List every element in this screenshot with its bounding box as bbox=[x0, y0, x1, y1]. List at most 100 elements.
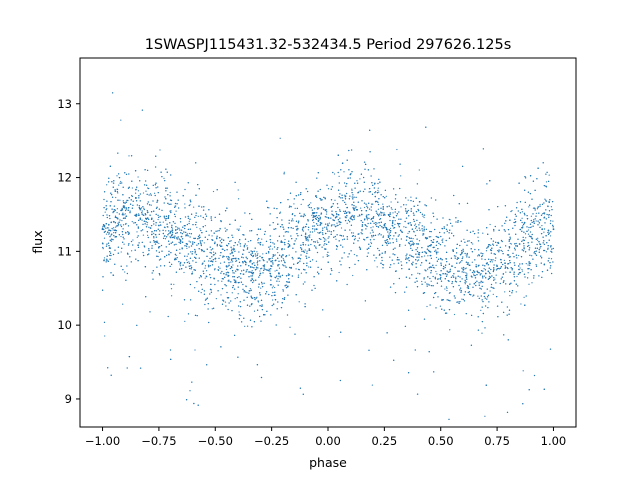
data-point bbox=[105, 233, 108, 235]
data-point bbox=[421, 225, 423, 227]
data-point bbox=[187, 313, 190, 315]
data-point bbox=[214, 268, 216, 270]
data-point bbox=[262, 272, 264, 274]
data-point bbox=[121, 231, 124, 233]
data-point bbox=[352, 234, 355, 237]
data-point bbox=[478, 284, 480, 286]
data-point bbox=[165, 168, 167, 170]
data-point bbox=[215, 260, 217, 263]
data-point bbox=[106, 207, 108, 210]
data-point bbox=[405, 197, 407, 199]
data-point bbox=[281, 274, 284, 277]
data-point bbox=[521, 240, 523, 243]
data-point bbox=[278, 263, 280, 266]
data-point bbox=[335, 238, 337, 240]
data-point bbox=[394, 254, 396, 256]
data-point bbox=[166, 217, 168, 220]
data-point bbox=[344, 229, 346, 231]
data-point bbox=[352, 207, 354, 209]
data-point bbox=[178, 238, 180, 240]
data-point bbox=[466, 240, 469, 242]
data-point bbox=[336, 225, 338, 227]
data-point bbox=[345, 195, 347, 197]
data-point bbox=[540, 232, 543, 235]
data-point bbox=[538, 243, 541, 245]
data-point bbox=[400, 261, 402, 263]
data-point bbox=[219, 240, 222, 242]
data-point bbox=[290, 206, 292, 208]
data-point bbox=[319, 224, 321, 226]
data-point bbox=[477, 240, 480, 242]
data-point bbox=[225, 230, 227, 232]
data-point bbox=[302, 393, 304, 395]
data-point bbox=[505, 283, 507, 285]
data-point bbox=[228, 262, 230, 264]
data-point bbox=[415, 210, 418, 213]
data-point bbox=[295, 294, 297, 296]
data-point bbox=[203, 272, 205, 275]
data-point bbox=[486, 296, 489, 298]
data-point bbox=[536, 247, 539, 249]
data-point bbox=[456, 301, 458, 303]
data-point bbox=[392, 241, 394, 244]
data-point bbox=[494, 278, 496, 280]
data-point bbox=[307, 220, 309, 222]
data-point bbox=[430, 284, 433, 287]
data-point bbox=[415, 248, 417, 251]
data-point bbox=[395, 238, 398, 240]
data-point bbox=[333, 173, 336, 175]
data-point bbox=[331, 186, 333, 188]
data-point bbox=[430, 245, 432, 247]
data-point bbox=[423, 318, 426, 320]
data-point bbox=[155, 222, 157, 224]
data-point bbox=[490, 283, 493, 286]
data-point bbox=[281, 219, 283, 221]
data-point bbox=[482, 232, 484, 234]
data-point bbox=[291, 237, 293, 240]
data-point bbox=[325, 239, 327, 241]
data-point bbox=[193, 237, 195, 240]
data-point bbox=[272, 291, 274, 294]
data-point bbox=[381, 226, 383, 228]
data-point bbox=[514, 224, 516, 227]
data-point bbox=[307, 238, 309, 241]
data-point bbox=[288, 240, 290, 242]
data-point bbox=[164, 196, 166, 198]
data-point bbox=[116, 175, 118, 177]
data-point bbox=[321, 199, 323, 201]
data-point bbox=[109, 235, 111, 238]
data-point bbox=[510, 243, 513, 245]
data-point bbox=[393, 263, 395, 265]
data-point bbox=[466, 273, 468, 275]
data-point bbox=[243, 260, 246, 262]
data-point bbox=[143, 246, 146, 248]
data-point bbox=[351, 171, 353, 173]
data-point bbox=[364, 168, 366, 170]
data-point bbox=[149, 311, 151, 313]
data-point bbox=[468, 291, 471, 293]
data-point bbox=[441, 259, 443, 261]
data-point bbox=[189, 283, 192, 286]
data-point bbox=[128, 173, 130, 175]
data-point bbox=[459, 261, 462, 263]
data-point bbox=[538, 275, 540, 277]
data-point bbox=[390, 201, 392, 203]
data-point bbox=[525, 262, 527, 265]
data-point bbox=[518, 268, 520, 271]
data-point bbox=[412, 261, 414, 263]
data-point bbox=[211, 235, 213, 237]
data-point bbox=[359, 247, 361, 249]
data-point bbox=[231, 261, 234, 263]
data-point bbox=[400, 218, 402, 220]
data-point bbox=[339, 223, 341, 226]
data-point bbox=[345, 192, 348, 195]
data-point bbox=[466, 256, 468, 258]
data-point bbox=[317, 208, 319, 211]
data-point bbox=[176, 238, 178, 240]
data-point bbox=[294, 240, 296, 242]
data-point bbox=[529, 226, 532, 229]
data-point bbox=[237, 189, 239, 191]
data-point bbox=[224, 210, 227, 212]
data-point bbox=[541, 276, 543, 279]
data-point bbox=[124, 271, 126, 273]
